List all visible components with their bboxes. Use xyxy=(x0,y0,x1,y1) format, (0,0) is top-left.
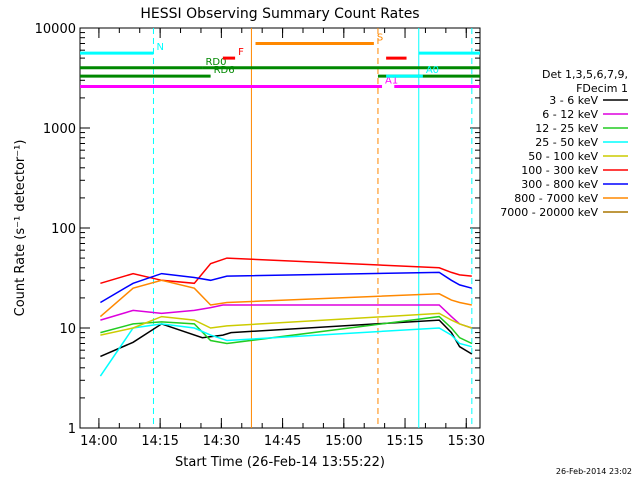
legend-label: 7000 - 20000 keV xyxy=(500,206,598,219)
y-tick-label: 10 xyxy=(59,322,76,337)
legend-header: Det 1,3,5,6,7,9, xyxy=(542,68,628,81)
annotation-label: RD6 xyxy=(214,65,235,76)
legend-label: 300 - 800 keV xyxy=(521,178,598,191)
annotation-label: A1 xyxy=(385,76,398,87)
legend-label: 12 - 25 keV xyxy=(535,122,598,135)
x-tick-label: 14:00 xyxy=(80,434,117,449)
series-line xyxy=(99,323,472,377)
plot-frame xyxy=(79,27,481,429)
x-tick-label: 15:15 xyxy=(386,434,423,449)
legend-label: 100 - 300 keV xyxy=(521,164,598,177)
legend-label: 6 - 12 keV xyxy=(542,108,598,121)
y-tick-label: 100 xyxy=(51,222,76,237)
vertical-markers xyxy=(152,28,473,428)
legend-label: 25 - 50 keV xyxy=(535,136,598,149)
annotation-label: F xyxy=(238,47,244,58)
y-tick-label: 1 xyxy=(68,422,76,437)
legend-header: FDecim 1 xyxy=(576,82,628,95)
series-line xyxy=(99,279,472,318)
y-tick-label: 10000 xyxy=(35,22,76,37)
series-line xyxy=(100,319,473,358)
x-tick-label: 14:45 xyxy=(264,434,301,449)
x-tick-label: 14:30 xyxy=(203,434,240,449)
x-tick-label: 15:00 xyxy=(325,434,362,449)
footer-date: 26-Feb-2014 23:02 xyxy=(556,467,632,476)
annotation-label: RD0 xyxy=(205,57,226,68)
series-line xyxy=(100,312,473,336)
y-axis-label: Count Rate (s⁻¹ detector⁻¹) xyxy=(13,140,28,317)
series-line xyxy=(100,304,473,329)
series-line xyxy=(100,271,472,304)
x-tick-label: 15:30 xyxy=(448,434,485,449)
y-tick-labels: 1 10 100 1000 10000 xyxy=(35,22,76,437)
x-tick-label: 14:15 xyxy=(141,434,178,449)
annotation-label: N xyxy=(156,42,163,53)
series-lines xyxy=(99,257,473,377)
legend-label: 800 - 7000 keV xyxy=(514,192,598,205)
y-tick-label: 1000 xyxy=(43,122,76,137)
x-axis-label: Start Time (26-Feb-14 13:55:22) xyxy=(175,455,385,470)
legend-label: 3 - 6 keV xyxy=(549,94,598,107)
chart-title: HESSI Observing Summary Count Rates xyxy=(140,6,419,22)
series-line xyxy=(100,257,472,285)
legend-label: 50 - 100 keV xyxy=(528,150,598,163)
annotation-label: A0 xyxy=(426,65,439,76)
annotation-label: S xyxy=(377,32,383,43)
x-tick-labels: 14:00 14:15 14:30 14:45 15:00 15:15 15:30 xyxy=(80,434,485,449)
